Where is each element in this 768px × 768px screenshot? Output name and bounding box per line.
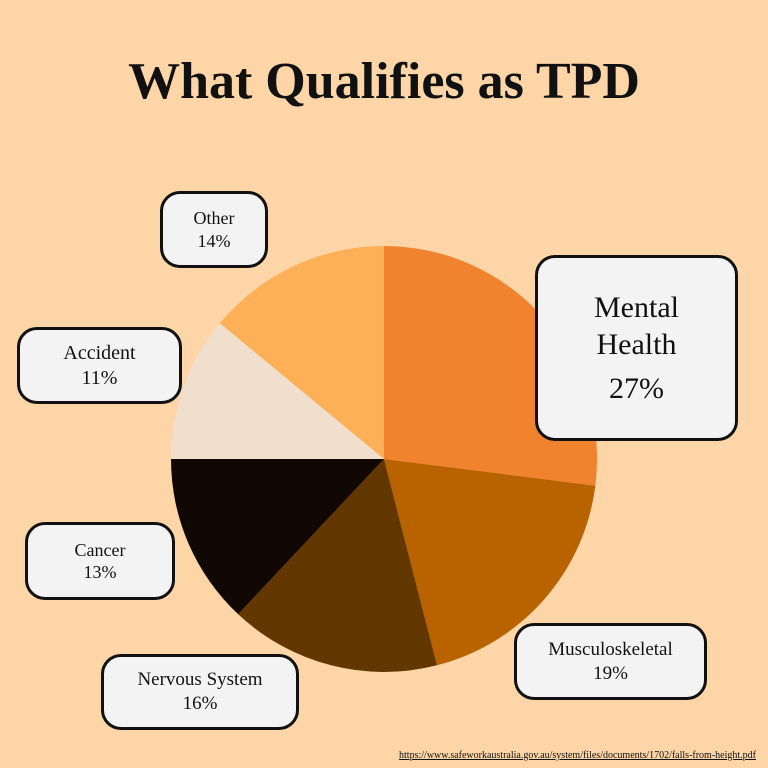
category-label: Cancer [74,539,126,560]
value-label: 16% [182,693,218,714]
slice-label: Nervous System 16% [101,654,299,730]
category-label: Mental Health [594,290,679,362]
value-label: 27% [609,371,664,405]
pie-slice [238,459,437,672]
value-label: 13% [83,562,117,582]
slice-label: Musculoskeletal 19% [514,623,707,700]
chart-title: What Qualifies as TPD [128,53,640,110]
category-label: Musculoskeletal [548,638,673,660]
value-label: 14% [197,230,231,251]
slice-label: Cancer 13% [25,522,175,600]
slice-label: Accident 11% [17,327,182,404]
pie-slice [384,459,596,666]
pie-slice [171,323,384,459]
category-label: Nervous System [137,669,263,691]
slice-label: Other 14% [160,191,268,268]
source-link[interactable]: https://www.safeworkaustralia.gov.au/sys… [399,750,756,761]
value-label: 11% [81,366,118,389]
pie-slice [171,459,384,615]
slice-label: Mental Health 27% [535,255,738,441]
category-label: Accident [63,341,136,364]
category-label: Other [193,208,235,228]
value-label: 19% [593,662,628,684]
pie-slice [219,246,384,459]
